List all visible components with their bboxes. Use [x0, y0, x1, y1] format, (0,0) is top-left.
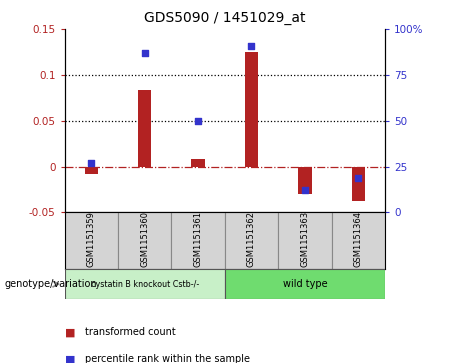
Text: cystatin B knockout Cstb-/-: cystatin B knockout Cstb-/- — [90, 280, 199, 289]
Bar — [245, 52, 258, 167]
Text: ■: ■ — [65, 354, 75, 363]
Point — [355, 175, 362, 180]
Point — [88, 160, 95, 166]
Text: GSM1151361: GSM1151361 — [194, 211, 202, 268]
Bar — [225, 269, 385, 299]
Text: wild type: wild type — [283, 279, 327, 289]
Point — [301, 187, 308, 193]
Bar — [278, 212, 331, 269]
Bar — [118, 212, 171, 269]
Text: transformed count: transformed count — [85, 327, 176, 337]
Point — [248, 42, 255, 48]
Text: GSM1151360: GSM1151360 — [140, 211, 149, 268]
Bar — [331, 212, 385, 269]
Title: GDS5090 / 1451029_at: GDS5090 / 1451029_at — [144, 11, 306, 25]
Bar — [352, 167, 365, 201]
Bar — [171, 212, 225, 269]
Text: ■: ■ — [65, 327, 75, 337]
Point — [141, 50, 148, 56]
Bar — [84, 167, 98, 174]
Bar — [65, 212, 118, 269]
Text: percentile rank within the sample: percentile rank within the sample — [85, 354, 250, 363]
Text: GSM1151364: GSM1151364 — [354, 211, 363, 268]
Text: GSM1151362: GSM1151362 — [247, 211, 256, 268]
Bar — [65, 269, 225, 299]
Bar — [191, 159, 205, 167]
Text: genotype/variation: genotype/variation — [5, 279, 97, 289]
Text: GSM1151363: GSM1151363 — [300, 211, 309, 268]
Bar — [138, 90, 151, 167]
Bar — [225, 212, 278, 269]
Bar — [298, 167, 312, 194]
Point — [195, 118, 202, 123]
Text: GSM1151359: GSM1151359 — [87, 211, 96, 267]
